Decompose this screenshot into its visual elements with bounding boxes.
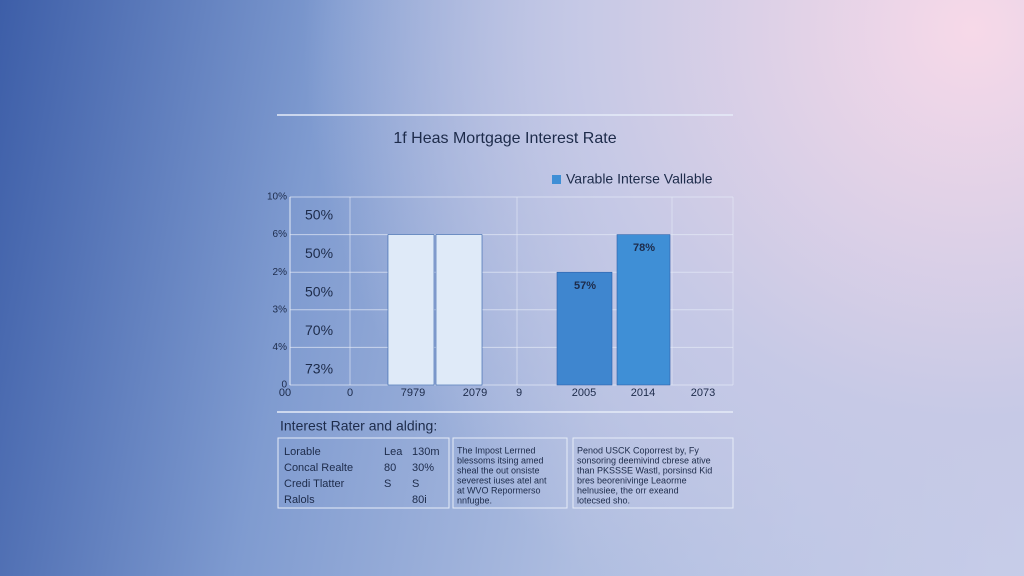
y-tick-label: 10%: [267, 192, 287, 203]
x-tick-label: 2014: [631, 387, 655, 399]
annotation: 50%: [305, 284, 333, 300]
chart-title: 1f Heas Mortgage Interest Rate: [393, 130, 616, 147]
table-cell: Ralols: [284, 494, 315, 506]
annotation: 50%: [305, 207, 333, 223]
note-line: sonsoring deemivind cbrese ative: [577, 455, 711, 465]
note-line: sheal the out onsiste: [457, 465, 540, 475]
x-tick-label: 0: [347, 387, 353, 399]
x-tick-label: 2079: [463, 387, 487, 399]
annotation: 73%: [305, 361, 333, 377]
table-cell: Concal Realte: [284, 462, 353, 474]
table-cell: S: [384, 478, 391, 490]
box: [277, 437, 450, 509]
y-tick-label: 3%: [273, 304, 288, 315]
note-line: nnfugbe.: [457, 495, 492, 505]
legend-label: Varable Interse Vallable: [566, 171, 713, 187]
x-tick-label: 2005: [572, 387, 596, 399]
box: [452, 437, 568, 509]
x-tick-label: 9: [516, 387, 522, 399]
table-cell: 30%: [412, 462, 434, 474]
table-cell: Lea: [384, 446, 403, 458]
bar-annotation: 57%: [574, 280, 596, 292]
legend-swatch: [552, 175, 561, 184]
note-line: blessoms itsing amed: [457, 455, 544, 465]
x-tick-label: 7979: [401, 387, 425, 399]
table-cell: 80i: [412, 494, 427, 506]
y-tick-label: 4%: [273, 342, 288, 353]
bar: [435, 234, 483, 386]
table-cell: 130m: [412, 446, 440, 458]
note-line: bres beorenivinge Leaorme: [577, 475, 687, 485]
x-tick-label: 00: [279, 387, 291, 399]
note-line: at WVO Repormerso: [457, 485, 541, 495]
note-line: helnusiee, the orr exeand: [577, 485, 679, 495]
table-cell: Lorable: [284, 446, 321, 458]
y-tick-label: 2%: [273, 267, 288, 278]
annotation: 50%: [305, 245, 333, 261]
bar: [616, 234, 671, 386]
bar-annotation: 78%: [633, 242, 655, 254]
table-cell: 80: [384, 462, 396, 474]
note-line: The Impost Lerrned: [457, 445, 536, 455]
note-line: than PKSSSE Wastl, porsinsd Kid: [577, 465, 712, 475]
section-heading: Interest Rater and alding:: [280, 418, 437, 434]
box: [572, 437, 734, 509]
x-tick-label: 2073: [691, 387, 715, 399]
note-line: Penod USCK Coporrest by, Fy: [577, 445, 699, 455]
annotation: 70%: [305, 322, 333, 338]
y-tick-label: 6%: [273, 229, 288, 240]
table-cell: S: [412, 478, 419, 490]
table-cell: Credi Tlatter: [284, 478, 345, 490]
note-line: lotecsed sho.: [577, 495, 630, 505]
bar: [556, 271, 613, 386]
bar: [387, 234, 435, 386]
y-tick-label: 0: [281, 380, 287, 391]
note-line: severest iuses atel ant: [457, 475, 547, 485]
